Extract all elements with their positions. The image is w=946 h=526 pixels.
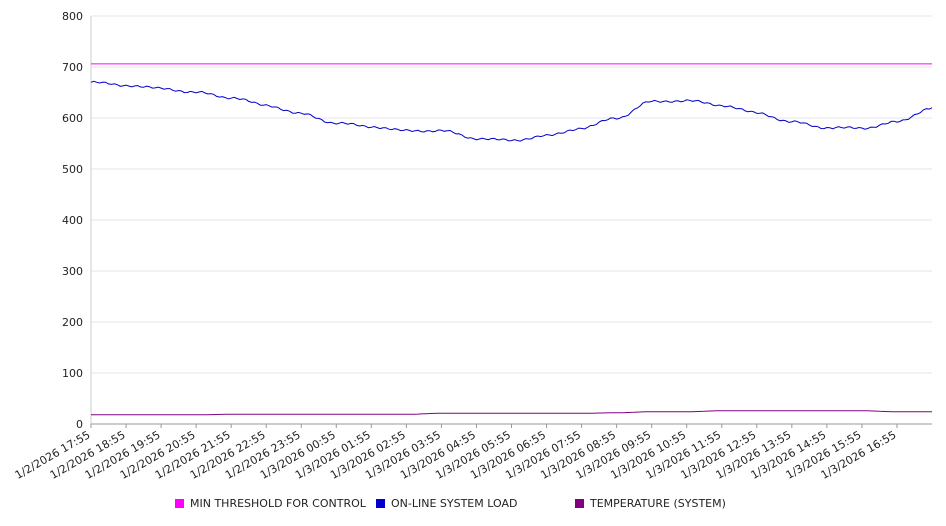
y-axis-tick-labels: 0 100 200 300 400 500 600 700 800 (62, 10, 83, 431)
legend-swatch-min-threshold (175, 499, 184, 508)
legend-item-temperature[interactable]: TEMPERATURE (SYSTEM) (575, 497, 726, 510)
axes (90, 16, 932, 428)
y-tick-label: 100 (62, 367, 83, 380)
legend-label-min-threshold: MIN THRESHOLD FOR CONTROL (190, 497, 366, 510)
legend-item-system-load[interactable]: ON-LINE SYSTEM LOAD (376, 497, 517, 510)
y-tick-label: 300 (62, 265, 83, 278)
legend-swatch-system-load (376, 499, 385, 508)
legend-item-min-threshold[interactable]: MIN THRESHOLD FOR CONTROL (175, 497, 366, 510)
x-axis-tick-labels: 1/2/2026 17:551/2/2026 18:551/2/2026 19:… (13, 428, 899, 482)
y-tick-label: 500 (62, 163, 83, 176)
series-lines (90, 63, 933, 416)
y-tick-label: 400 (62, 214, 83, 227)
y-tick-label: 0 (76, 418, 83, 431)
y-tick-label: 200 (62, 316, 83, 329)
gridlines (91, 15, 932, 374)
legend-label-system-load: ON-LINE SYSTEM LOAD (391, 497, 518, 510)
y-tick-label: 600 (62, 112, 83, 125)
legend-swatch-temperature (575, 499, 584, 508)
series-line-2 (91, 410, 932, 416)
series-line-1 (90, 80, 933, 142)
legend: MIN THRESHOLD FOR CONTROL ON-LINE SYSTEM… (0, 497, 946, 517)
y-tick-label: 800 (62, 10, 83, 23)
y-tick-label: 700 (62, 61, 83, 74)
legend-label-temperature: TEMPERATURE (SYSTEM) (590, 497, 726, 510)
